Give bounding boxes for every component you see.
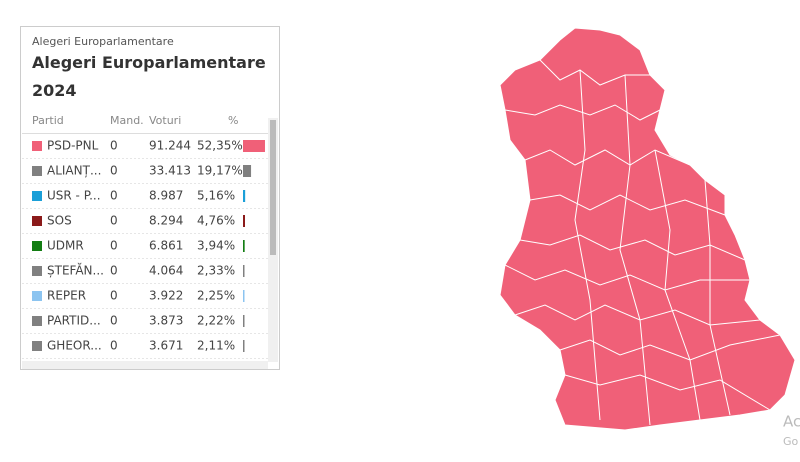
percent-bar <box>243 265 245 277</box>
party-name: ȘTEFĂN... <box>47 263 104 278</box>
party-swatch <box>32 216 42 226</box>
party-name: GHEOR... <box>47 339 102 353</box>
votes: 8.987 <box>149 189 183 203</box>
seats: 0 <box>110 239 118 253</box>
county-shape[interactable] <box>499 27 796 431</box>
votes: 33.413 <box>149 164 191 178</box>
seats: 0 <box>110 264 118 278</box>
seats: 0 <box>110 164 118 178</box>
party-swatch <box>32 316 42 326</box>
percent: 5,16% <box>197 189 235 203</box>
seats: 0 <box>110 314 118 328</box>
percent: 52,35% <box>197 139 243 153</box>
seats: 0 <box>110 139 118 153</box>
seats: 0 <box>110 214 118 228</box>
party-name: USR - P... <box>47 189 101 203</box>
party-name: SOS <box>47 214 72 228</box>
panel-title: Alegeri Europarlamentare 2024 <box>32 53 266 100</box>
percent-bar <box>243 140 265 152</box>
percent-bar <box>243 315 245 327</box>
column-header: % <box>228 114 238 127</box>
percent-bar <box>243 190 246 202</box>
title-line: 2024 <box>32 81 77 100</box>
party-swatch <box>32 166 42 176</box>
column-header: Partid <box>32 114 64 127</box>
boundaries <box>504 59 781 426</box>
votes: 91.244 <box>149 139 191 153</box>
votes: 3.873 <box>149 314 183 328</box>
percent-bar <box>243 240 245 252</box>
map <box>499 27 796 431</box>
title-line: Alegeri Europarlamentare <box>32 53 266 72</box>
seats: 0 <box>110 289 118 303</box>
party-name: UDMR <box>47 239 84 253</box>
percent: 2,25% <box>197 289 235 303</box>
party-swatch <box>32 266 42 276</box>
party-swatch <box>32 291 42 301</box>
percent-bar <box>243 165 252 177</box>
percent: 4,76% <box>197 214 235 228</box>
watermark-line1: Ac <box>783 413 800 431</box>
column-header: Mand. <box>110 114 144 127</box>
party-swatch <box>32 191 42 201</box>
percent: 2,33% <box>197 264 235 278</box>
party-name: ALIANȚ... <box>47 164 101 178</box>
percent: 19,17% <box>197 164 243 178</box>
seats: 0 <box>110 339 118 353</box>
party-name: REPER <box>47 289 86 303</box>
percent: 3,94% <box>197 239 235 253</box>
votes: 4.064 <box>149 264 183 278</box>
column-header: Voturi <box>149 114 181 127</box>
votes: 3.922 <box>149 289 183 303</box>
watermark-line2: Go <box>783 435 799 448</box>
party-name: PARTID... <box>47 314 101 328</box>
percent: 2,22% <box>197 314 235 328</box>
panel-subtitle: Alegeri Europarlamentare <box>32 35 174 48</box>
votes: 3.671 <box>149 339 183 353</box>
party-name: PSD-PNL <box>47 139 99 153</box>
percent-bar <box>243 290 245 302</box>
percent: 2,11% <box>197 339 235 353</box>
party-swatch <box>32 241 42 251</box>
votes: 6.861 <box>149 239 183 253</box>
percent-bar <box>243 215 245 227</box>
party-swatch <box>32 341 42 351</box>
percent-bar <box>243 340 245 352</box>
seats: 0 <box>110 189 118 203</box>
party-swatch <box>32 141 42 151</box>
scrollbar-thumb[interactable] <box>270 120 276 255</box>
votes: 8.294 <box>149 214 183 228</box>
h-scrollbar[interactable] <box>22 361 268 369</box>
panel <box>20 26 280 370</box>
